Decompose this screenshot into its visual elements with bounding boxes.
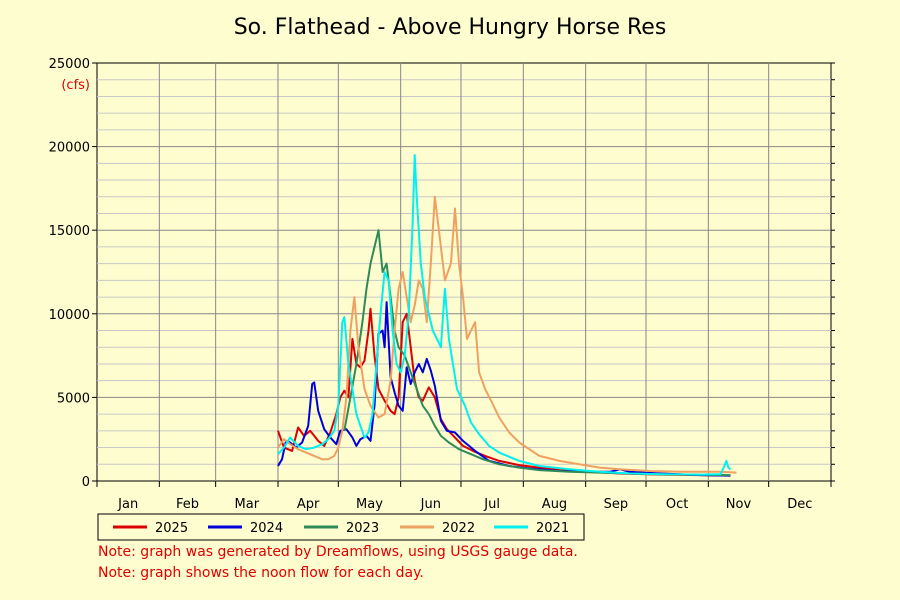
legend-label-2022: 2022 bbox=[442, 521, 475, 536]
y-tick-label: 5000 bbox=[57, 391, 90, 406]
x-tick-label: Jun bbox=[420, 497, 441, 512]
legend-label-2025: 2025 bbox=[155, 521, 188, 536]
x-tick-label: Oct bbox=[666, 497, 688, 512]
x-tick-label: Jan bbox=[117, 497, 138, 512]
y-tick-label: 15000 bbox=[49, 224, 90, 239]
y-tick-label: 0 bbox=[82, 475, 90, 490]
x-tick-label: Mar bbox=[235, 497, 260, 512]
x-tick-label: Feb bbox=[176, 497, 199, 512]
plot-area bbox=[96, 62, 832, 482]
x-tick-label: Sep bbox=[604, 497, 629, 512]
x-tick-label: Jul bbox=[483, 497, 500, 512]
x-tick-label: Nov bbox=[726, 497, 752, 512]
legend-label-2023: 2023 bbox=[346, 521, 379, 536]
x-tick-label: Dec bbox=[787, 497, 812, 512]
x-tick-label: May bbox=[356, 497, 383, 512]
grid bbox=[97, 63, 831, 481]
y-axis-unit-label: (cfs) bbox=[61, 78, 90, 93]
x-tick-label: Apr bbox=[297, 497, 320, 512]
series-lines bbox=[277, 154, 737, 477]
series-line-2023 bbox=[343, 229, 731, 477]
note-data-source: Note: graph was generated by Dreamflows,… bbox=[98, 544, 578, 560]
y-tick-label: 25000 bbox=[49, 57, 90, 72]
series-line-2021 bbox=[277, 154, 732, 476]
chart-title: So. Flathead - Above Hungry Horse Res bbox=[234, 15, 667, 40]
legend-label-2024: 2024 bbox=[250, 521, 283, 536]
legend-label-2021: 2021 bbox=[536, 521, 569, 536]
note-noon-flow: Note: graph shows the noon flow for each… bbox=[98, 565, 424, 581]
axes: 0 5000 10000 15000 20000 25000 Jan Feb Mar Apr May… bbox=[49, 57, 835, 512]
y-tick-label: 10000 bbox=[49, 308, 90, 323]
x-tick-label: Aug bbox=[542, 497, 567, 512]
legend: 2025 2024 2023 2022 2021 bbox=[113, 521, 569, 536]
y-tick-label: 20000 bbox=[49, 141, 90, 156]
